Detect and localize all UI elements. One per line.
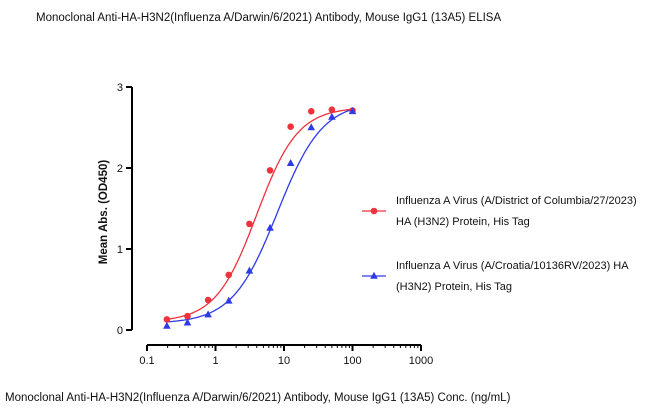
legend-marker — [370, 271, 378, 279]
data-points — [163, 106, 357, 329]
y-axis-label: Mean Abs. (OD450) — [98, 160, 110, 265]
data-point-series-1 — [328, 106, 336, 113]
chart-title: Monoclonal Anti-HA-H3N2(Influenza A/Darw… — [36, 12, 501, 24]
data-point-series-2 — [224, 296, 233, 304]
legend: Influenza A Virus (A/District of Columbi… — [362, 195, 637, 293]
fit-curve-series-1 — [166, 108, 353, 320]
x-tick-label: 100 — [343, 355, 361, 367]
legend-label: (H3N2) Protein, His Tag — [396, 281, 512, 293]
data-point-series-1 — [204, 296, 212, 304]
data-point-series-2 — [245, 266, 254, 274]
x-tick-label: 1 — [212, 355, 218, 367]
data-point-series-1 — [266, 167, 274, 174]
legend-label: HA (H3N2) Protein, His Tag — [396, 216, 530, 228]
data-point-series-1 — [307, 108, 315, 115]
data-point-series-1 — [225, 271, 233, 279]
x-tick-label: 0.1 — [139, 355, 154, 367]
y-tick-label: 0 — [117, 325, 123, 337]
data-point-series-2 — [204, 310, 212, 318]
data-point-series-2 — [328, 112, 336, 120]
y-tick-label: 1 — [117, 244, 123, 256]
y-tick-label: 2 — [117, 163, 123, 175]
data-point-series-2 — [163, 321, 171, 329]
data-point-series-2 — [286, 158, 295, 166]
data-point-series-1 — [163, 316, 171, 323]
data-point-series-1 — [184, 312, 191, 320]
y-tick-label: 3 — [117, 82, 123, 94]
fit-curve-series-2 — [166, 108, 353, 323]
data-point-series-1 — [287, 123, 294, 130]
legend-label: Influenza A Virus (A/Croatia/10136RV/202… — [396, 260, 629, 272]
legend-label: Influenza A Virus (A/District of Columbi… — [396, 195, 637, 207]
data-point-series-1 — [246, 220, 253, 228]
x-axis-label: Monoclonal Anti-HA-H3N2(Influenza A/Darw… — [5, 392, 511, 404]
fit-curves — [166, 108, 353, 323]
data-point-series-2 — [348, 107, 357, 115]
plot-axes: 0 1 2 3 0.1 1 10 100 1000 — [117, 82, 433, 367]
x-tick-label: 10 — [278, 355, 290, 367]
legend-marker — [370, 207, 378, 215]
data-point-series-2 — [266, 223, 274, 231]
data-point-series-2 — [183, 318, 192, 326]
x-tick-label: 1000 — [409, 355, 433, 367]
data-point-series-2 — [307, 123, 316, 131]
